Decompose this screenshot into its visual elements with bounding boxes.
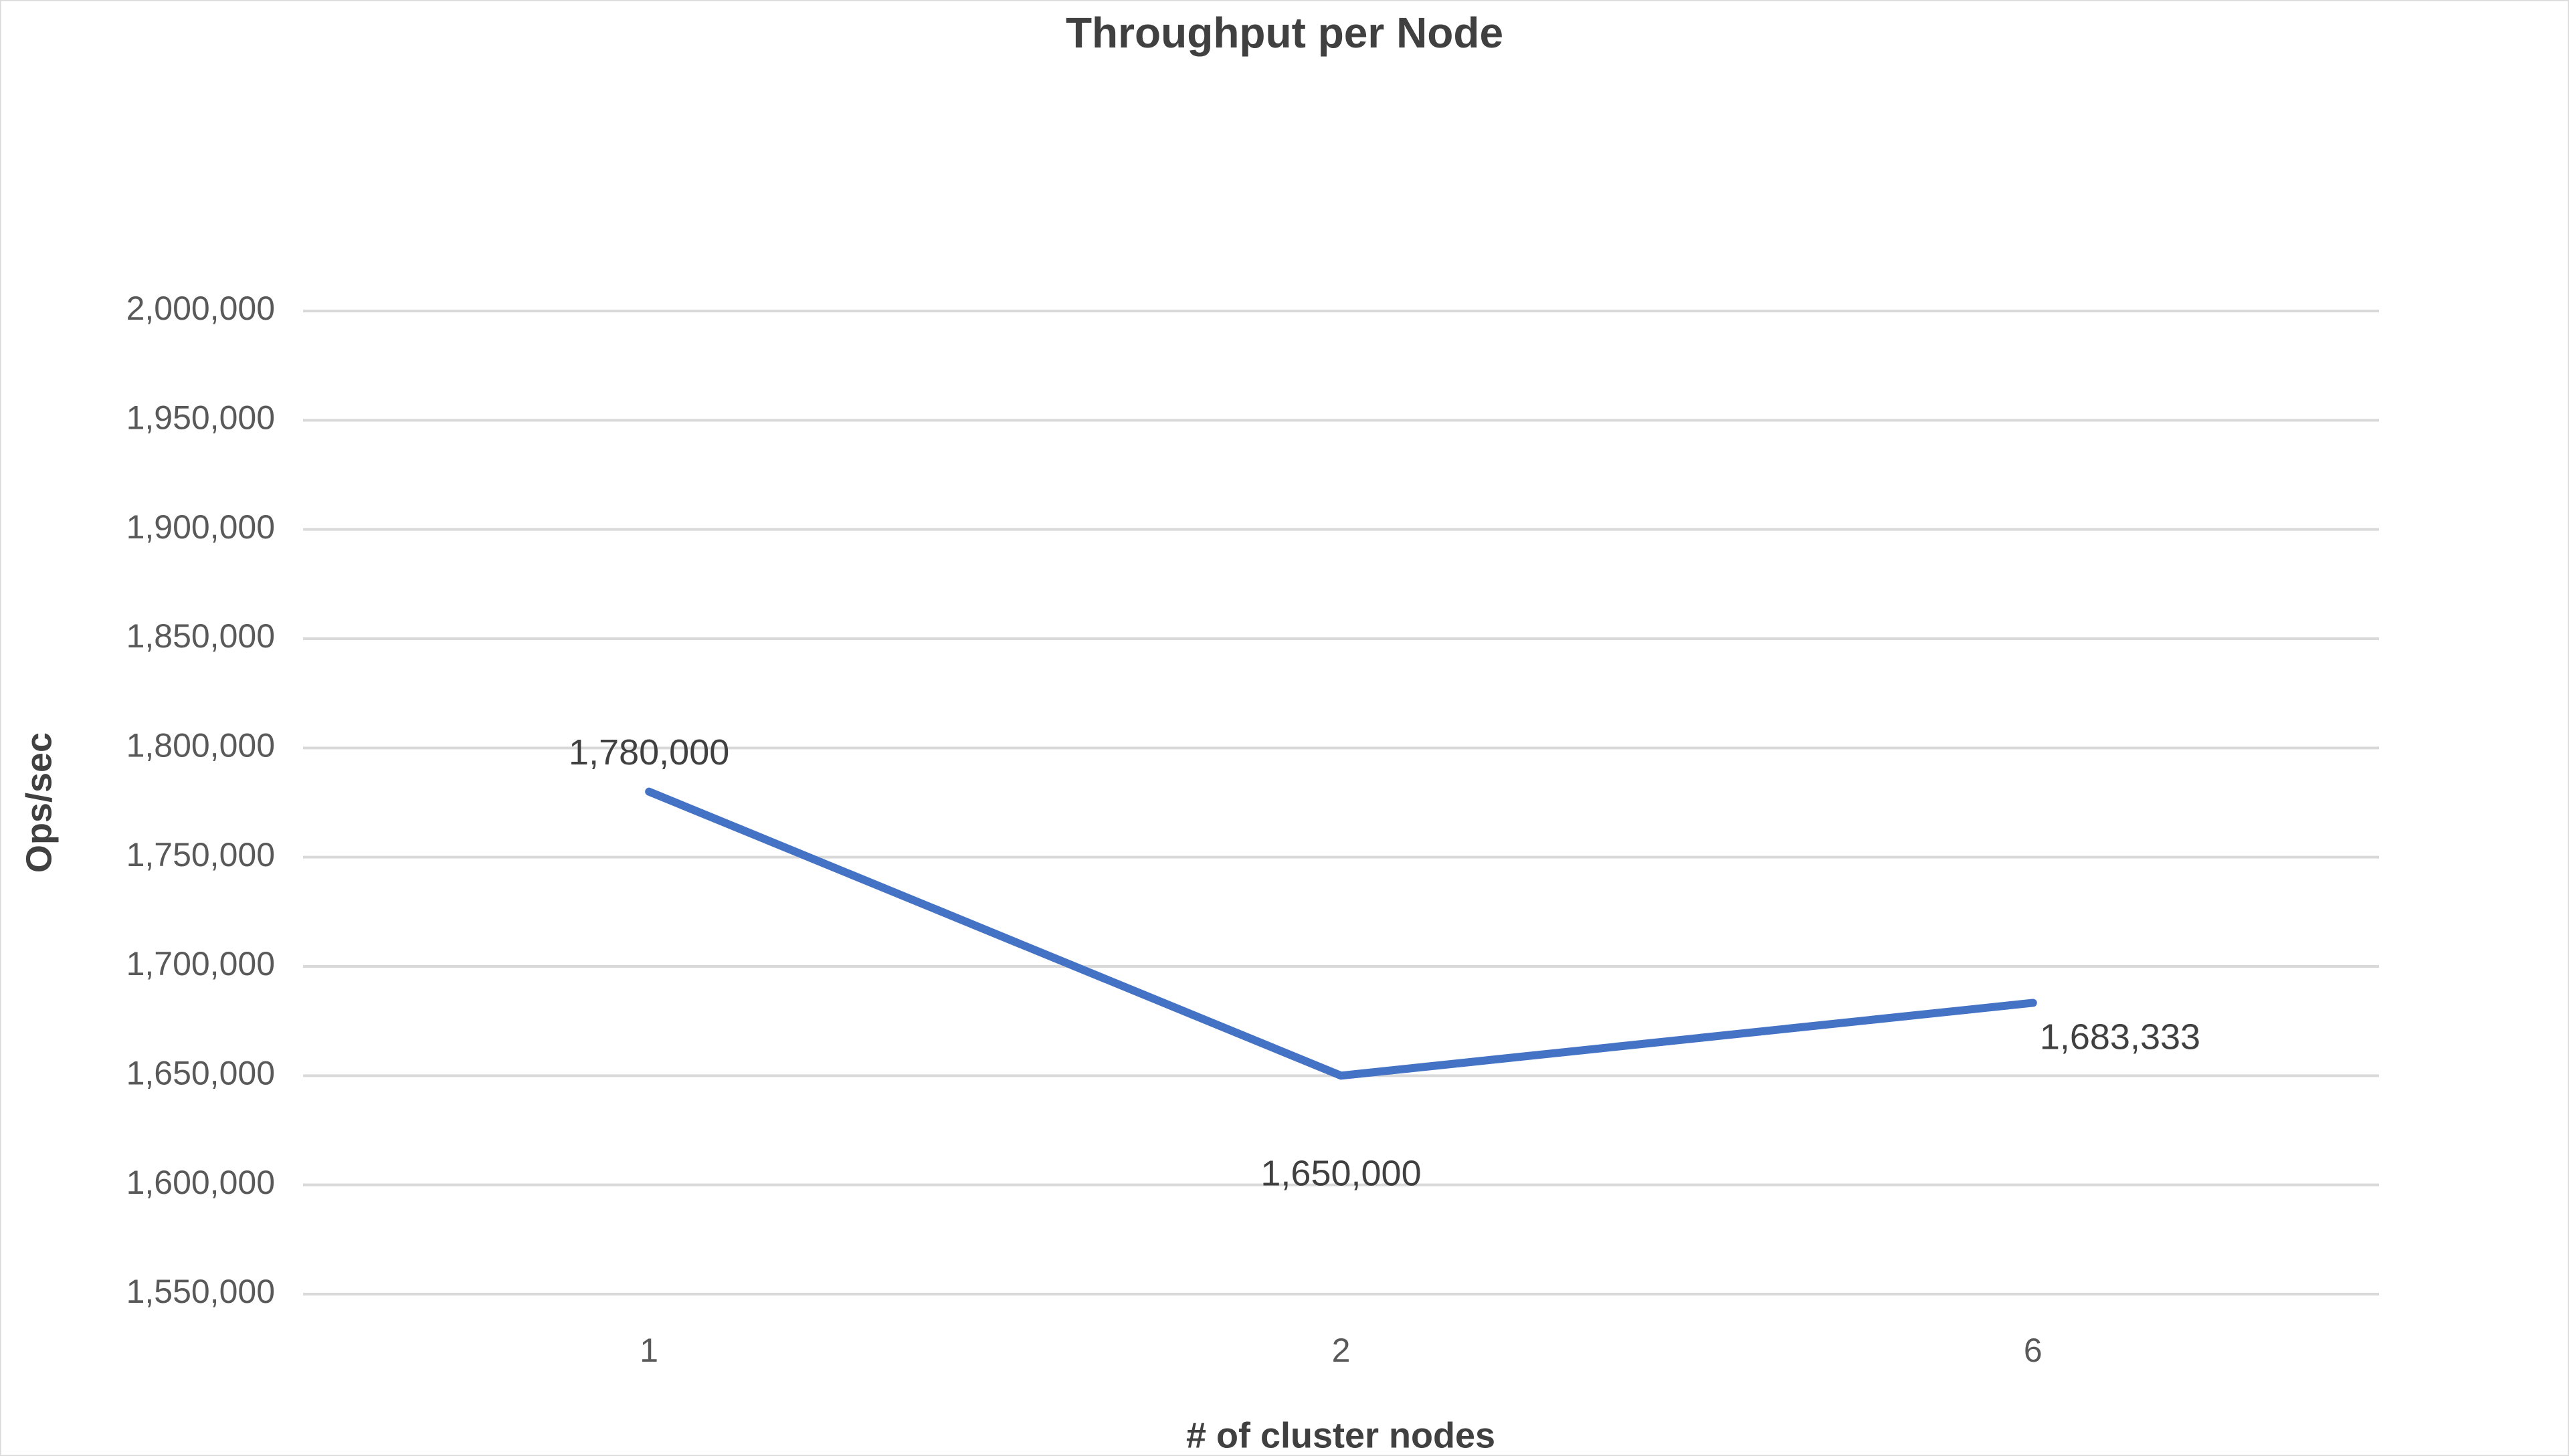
y-tick-label: 1,650,000 <box>126 1055 275 1092</box>
y-axis-title: Ops/sec <box>19 732 59 873</box>
x-tick-label: 2 <box>1332 1332 1351 1369</box>
y-tick-label: 1,600,000 <box>126 1164 275 1201</box>
y-tick-label: 2,000,000 <box>126 290 275 327</box>
x-axis-title: # of cluster nodes <box>1186 1415 1495 1455</box>
y-tick-label: 1,800,000 <box>126 727 275 764</box>
y-tick-label: 1,550,000 <box>126 1273 275 1310</box>
line <box>645 787 2037 1080</box>
y-tick-label: 1,850,000 <box>126 617 275 655</box>
y-tick-label: 1,950,000 <box>126 399 275 437</box>
y-tick-label: 1,900,000 <box>126 508 275 546</box>
data-label: 1,683,333 <box>2040 1017 2200 1057</box>
data-label: 1,780,000 <box>569 732 729 772</box>
y-tick-label: 1,750,000 <box>126 836 275 873</box>
data-label: 1,650,000 <box>1260 1154 1421 1194</box>
x-tick-label: 1 <box>640 1332 658 1369</box>
x-tick-label: 6 <box>2024 1332 2042 1369</box>
chart-title: Throughput per Node <box>1066 9 1503 57</box>
y-tick-label: 1,700,000 <box>126 945 275 982</box>
